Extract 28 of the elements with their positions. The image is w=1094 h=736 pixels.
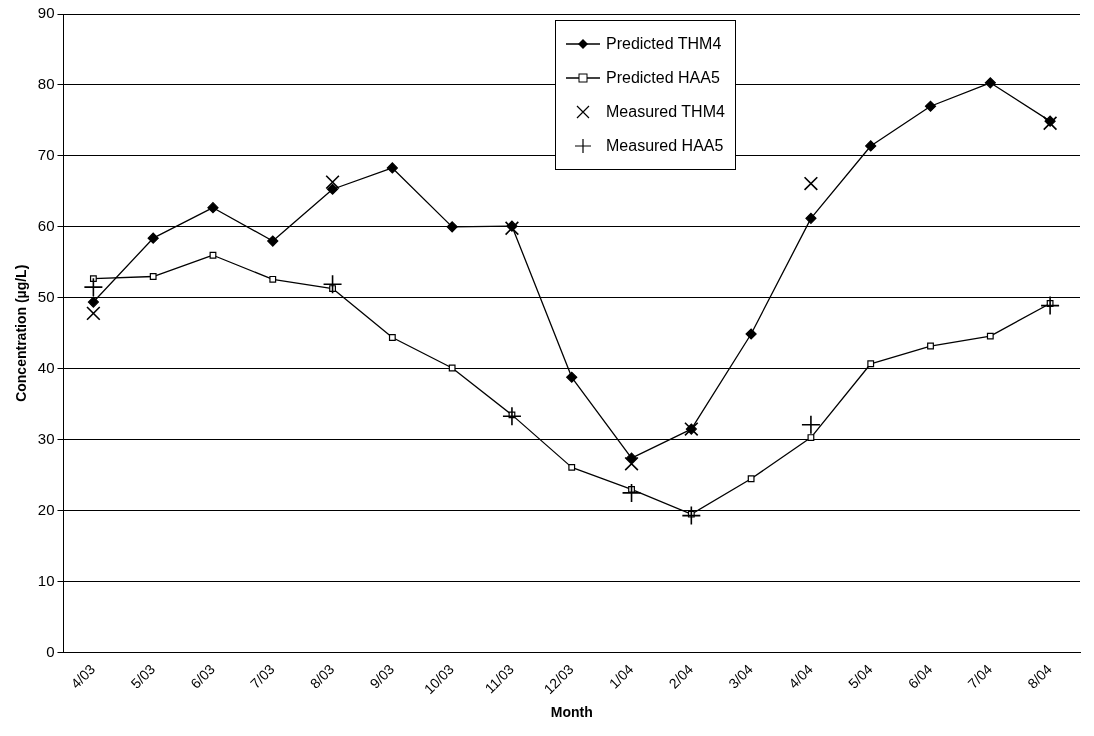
legend-label: Predicted THM4 (606, 35, 722, 53)
x-tick-label: 7/03 (247, 660, 278, 692)
x-tick-label: 4/04 (785, 660, 816, 692)
x-tick-label: 5/04 (844, 660, 876, 692)
y-tick-label: 70 (37, 146, 55, 164)
y-tick-label: 30 (37, 429, 55, 447)
y-tick-label: 90 (37, 4, 55, 22)
y-tick-label: 10 (37, 571, 55, 589)
legend-label: Predicted HAA5 (606, 69, 720, 87)
x-tick-label: 5/03 (127, 660, 159, 692)
x-tick-label: 8/04 (1024, 660, 1056, 692)
x-tick-label: 6/04 (904, 660, 936, 692)
x-axis-title: Month (550, 704, 593, 721)
x-tick-label: 7/04 (964, 660, 996, 692)
x-tick-label: 3/04 (725, 660, 757, 692)
x-tick-label: 8/03 (306, 660, 338, 692)
x-tick-label: 9/03 (366, 660, 398, 692)
legend-label: Measured HAA5 (606, 137, 724, 155)
y-axis-title: Concentration (µg/L) (13, 264, 30, 402)
y-tick-label: 0 (46, 642, 55, 660)
y-tick-label: 60 (37, 216, 55, 234)
y-tick-label: 20 (37, 500, 55, 518)
legend-label: Measured THM4 (606, 103, 725, 121)
y-tick-label: 80 (37, 75, 55, 93)
x-tick-label: 4/03 (67, 660, 99, 692)
y-tick-label: 50 (37, 287, 55, 305)
y-tick-label: 40 (37, 358, 55, 376)
x-tick-label: 6/03 (187, 660, 218, 692)
